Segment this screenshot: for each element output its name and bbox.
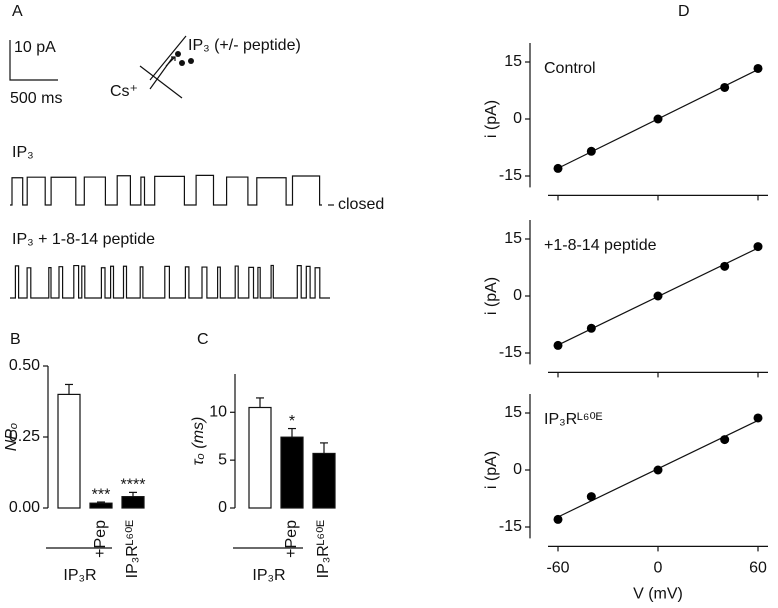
chart: Cτₒ (ms) 0 5 10 * +Pep IP₃Rᴸ⁶⁰ᴱ IP₃R bbox=[190, 331, 336, 584]
x-tick-label: -60 bbox=[546, 560, 569, 577]
significance: **** bbox=[121, 477, 146, 494]
series-label: +1-8-14 peptide bbox=[544, 237, 657, 254]
bar bbox=[312, 452, 336, 509]
y-tick-label: 0 bbox=[513, 110, 522, 127]
bar bbox=[248, 406, 272, 509]
chart: B NPₒ 0.00 0.25 0.50 *** +Pep **** IP₃Rᴸ⁶⁰ᴱ IP₃R bbox=[3, 331, 145, 584]
scale-current: 10 pA bbox=[14, 39, 56, 56]
y-axis-label: i (pA) bbox=[483, 277, 500, 315]
y-tick-label: -15 bbox=[499, 518, 522, 535]
scale-bar bbox=[9, 40, 58, 81]
molecule bbox=[179, 60, 185, 66]
panel-a: A 10 pA 500 ms IP₃ (+/- peptide) Cs⁺ IP₃… bbox=[9, 3, 384, 299]
data-point bbox=[720, 435, 730, 445]
y-tick-label: -15 bbox=[499, 344, 522, 361]
pipette-label: IP₃ (+/- peptide) bbox=[188, 37, 301, 54]
panel-label: B bbox=[10, 331, 21, 348]
y-axis-label: i (pA) bbox=[483, 100, 500, 138]
panel-label: C bbox=[197, 331, 209, 348]
trace-label: IP₃ + 1-8-14 peptide bbox=[12, 231, 155, 248]
panel-label: A bbox=[12, 3, 23, 20]
y-tick-label: 0 bbox=[218, 499, 227, 516]
y-tick-label: 15 bbox=[504, 53, 522, 70]
bar bbox=[89, 502, 113, 509]
current-trace bbox=[10, 174, 322, 206]
data-point bbox=[753, 63, 763, 73]
group-label: IP₃R bbox=[252, 567, 285, 584]
y-tick-label: 0 bbox=[513, 461, 522, 478]
x-tick-label: 60 bbox=[749, 560, 767, 577]
molecule bbox=[175, 51, 181, 57]
y-tick-label: 15 bbox=[504, 230, 522, 247]
bar bbox=[121, 496, 145, 509]
data-point bbox=[720, 82, 730, 92]
bar bbox=[57, 393, 81, 509]
y-axis-label: NPₒ bbox=[3, 423, 20, 452]
y-axis-label: τₒ (ms) bbox=[190, 417, 207, 466]
x-tick-label: 0 bbox=[654, 560, 663, 577]
significance: * bbox=[289, 413, 295, 430]
y-tick-label: 0 bbox=[513, 287, 522, 304]
data-point bbox=[553, 514, 563, 524]
series-label: IP₃Rᴸ⁶⁰ᴱ bbox=[544, 411, 603, 428]
chart: i (pA) IP₃Rᴸ⁶⁰ᴱ -15 0 15 -60 0 60 V (mV) bbox=[483, 394, 768, 603]
group-label: IP₃R bbox=[63, 567, 96, 584]
data-point bbox=[753, 242, 763, 252]
x-axis-label: V (mV) bbox=[633, 586, 683, 603]
y-axis-label: i (pA) bbox=[483, 451, 500, 489]
data-point bbox=[653, 291, 663, 301]
x-tick-label: +Pep bbox=[283, 520, 300, 558]
molecule bbox=[188, 58, 194, 64]
y-tick-label: 0.25 bbox=[9, 428, 40, 445]
chart: Di (pA) Control -15 0 15 bbox=[483, 3, 768, 201]
x-tick-label: IP₃Rᴸ⁶⁰ᴱ bbox=[124, 520, 141, 579]
data-point bbox=[553, 340, 563, 350]
data-point bbox=[553, 163, 563, 173]
y-tick-label: 15 bbox=[504, 404, 522, 421]
y-tick-label: -15 bbox=[499, 167, 522, 184]
data-point bbox=[586, 146, 596, 156]
x-tick-label: IP₃Rᴸ⁶⁰ᴱ bbox=[315, 520, 332, 579]
y-tick-label: 5 bbox=[218, 451, 227, 468]
trace-label: IP₃ bbox=[12, 144, 34, 161]
closed-label: closed bbox=[338, 196, 384, 213]
y-tick-label: 10 bbox=[209, 404, 227, 421]
arrow bbox=[165, 56, 176, 67]
series-label: Control bbox=[544, 60, 596, 77]
data-point bbox=[586, 323, 596, 333]
data-point bbox=[653, 465, 663, 475]
significance: *** bbox=[92, 486, 111, 503]
panel-label: D bbox=[678, 3, 690, 20]
bar bbox=[280, 436, 304, 509]
chart: i (pA) +1-8-14 peptide -15 0 15 bbox=[483, 220, 768, 378]
y-tick-label: 0.00 bbox=[9, 499, 40, 516]
y-tick-label: 0.50 bbox=[9, 357, 40, 374]
x-tick-label: +Pep bbox=[92, 520, 109, 558]
scale-time: 500 ms bbox=[10, 90, 62, 107]
pipette bbox=[139, 35, 187, 99]
ion-label: Cs⁺ bbox=[110, 83, 138, 100]
data-point bbox=[586, 492, 596, 502]
data-point bbox=[653, 114, 663, 124]
current-trace bbox=[10, 264, 330, 299]
data-point bbox=[720, 261, 730, 271]
data-point bbox=[753, 413, 763, 423]
